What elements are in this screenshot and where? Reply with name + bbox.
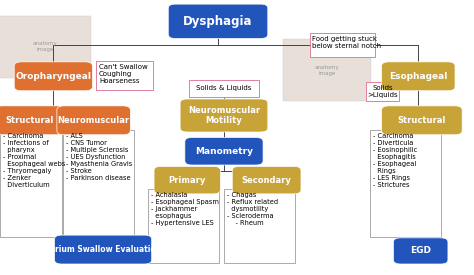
FancyBboxPatch shape	[57, 106, 130, 135]
FancyBboxPatch shape	[224, 189, 295, 263]
FancyBboxPatch shape	[366, 82, 399, 101]
FancyBboxPatch shape	[168, 4, 268, 38]
Text: Esophageal: Esophageal	[389, 72, 447, 81]
FancyBboxPatch shape	[14, 62, 92, 91]
Text: Manometry: Manometry	[195, 147, 253, 156]
FancyBboxPatch shape	[154, 166, 220, 194]
Text: Neuromuscular: Neuromuscular	[57, 116, 130, 125]
Text: anatomy
image: anatomy image	[315, 65, 339, 76]
Text: Structural: Structural	[398, 116, 446, 125]
Text: EGD: EGD	[410, 246, 431, 255]
Text: anatomy
image: anatomy image	[33, 41, 57, 52]
Text: Structural: Structural	[5, 116, 54, 125]
Text: Food getting stuck
below sternal notch: Food getting stuck below sternal notch	[312, 36, 382, 49]
FancyBboxPatch shape	[393, 238, 448, 264]
Text: - ALS
- CNS Tumor
- Multiple Sclerosis
- UES Dysfunction
- Myasthenia Gravis
- S: - ALS - CNS Tumor - Multiple Sclerosis -…	[66, 133, 132, 181]
FancyBboxPatch shape	[0, 130, 62, 237]
FancyBboxPatch shape	[0, 106, 64, 135]
Text: Dysphagia: Dysphagia	[183, 15, 253, 28]
Text: Solids
>Liquids: Solids >Liquids	[367, 85, 398, 98]
Text: Secondary: Secondary	[242, 176, 292, 185]
Text: - Carcinoma
- Diverticula
- Eosinophilic
  Esophagitis
- Esophageal
  Rings
- LE: - Carcinoma - Diverticula - Eosinophilic…	[373, 133, 417, 188]
Text: Barium Swallow Evaluation: Barium Swallow Evaluation	[45, 245, 162, 254]
Text: Primary: Primary	[169, 176, 206, 185]
Text: Oropharyngeal: Oropharyngeal	[15, 72, 91, 81]
FancyBboxPatch shape	[63, 130, 134, 237]
FancyBboxPatch shape	[283, 39, 371, 101]
FancyBboxPatch shape	[0, 16, 91, 78]
FancyBboxPatch shape	[382, 62, 455, 91]
Text: Solids & Liquids: Solids & Liquids	[196, 85, 252, 91]
FancyBboxPatch shape	[185, 138, 263, 165]
FancyBboxPatch shape	[310, 33, 375, 57]
Text: - Achalasia
- Esophageal Spasm
- Jackhammer
  esophagus
- Hypertensive LES: - Achalasia - Esophageal Spasm - Jackham…	[151, 192, 219, 226]
Text: - Chagas
- Reflux related
  dysmotility
- Scleroderma
    - Rheum: - Chagas - Reflux related dysmotility - …	[227, 192, 278, 226]
FancyBboxPatch shape	[232, 166, 301, 194]
FancyBboxPatch shape	[148, 189, 219, 263]
FancyBboxPatch shape	[180, 99, 268, 132]
FancyBboxPatch shape	[189, 80, 259, 97]
Text: Can't Swallow
Coughing
Hoarseness: Can't Swallow Coughing Hoarseness	[99, 64, 148, 84]
Text: Neuromuscular
Motility: Neuromuscular Motility	[188, 106, 260, 125]
Text: - Carcinoma
- Infections of
  pharynx
- Proximal
  Esophageal webs
- Thryomegaly: - Carcinoma - Infections of pharynx - Pr…	[3, 133, 66, 188]
FancyBboxPatch shape	[370, 130, 441, 237]
FancyBboxPatch shape	[96, 61, 153, 90]
FancyBboxPatch shape	[382, 106, 462, 135]
FancyBboxPatch shape	[55, 235, 152, 264]
